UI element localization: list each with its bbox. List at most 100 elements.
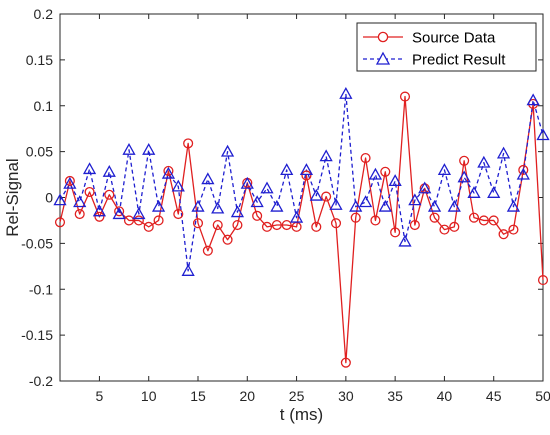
- source-data-data-point: [399, 91, 411, 102]
- predict-result-data-point: [280, 163, 294, 176]
- predict-result-data-point: [250, 195, 264, 208]
- source-data-data-point: [173, 208, 184, 220]
- x-tick-label: 10: [141, 388, 157, 404]
- predict-result-data-point: [63, 176, 77, 189]
- x-tick-label: 15: [190, 388, 206, 404]
- predict-result-data-point: [220, 144, 235, 157]
- x-tick-label: 25: [289, 388, 305, 404]
- source-data-data-point: [261, 221, 273, 232]
- legend-source-data-marker: [377, 31, 389, 43]
- source-data-data-point: [508, 224, 519, 235]
- predict-result-data-point: [536, 128, 550, 141]
- source-data-data-point: [409, 219, 420, 231]
- predict-result-data-point: [349, 199, 363, 212]
- predict-result-data-point: [398, 234, 412, 247]
- predict-result-data-point: [408, 193, 422, 206]
- predict-result-data-point: [309, 188, 323, 201]
- predict-result-data-point: [171, 179, 185, 192]
- x-tick-label: 50: [535, 388, 550, 404]
- predict-result-data-point: [477, 155, 491, 168]
- source-data-data-point: [350, 212, 361, 223]
- legend: Source Data Predict Result: [356, 22, 537, 72]
- predict-result-data-point: [102, 164, 116, 177]
- source-data-data-point: [449, 221, 460, 232]
- source-data-data-point: [537, 275, 549, 286]
- predict-result-data-point: [289, 210, 304, 223]
- predict-result-data-point: [151, 199, 166, 212]
- predict-result-data-point: [457, 170, 471, 183]
- predict-result-data-point: [260, 181, 274, 194]
- predict-result-data-point: [496, 146, 511, 159]
- source-data-data-point: [163, 165, 174, 176]
- y-tick-label: 0.2: [34, 6, 54, 22]
- y-tick-label: 0.05: [26, 144, 53, 160]
- predict-result-data-point: [181, 264, 195, 276]
- source-data-data-point: [94, 211, 105, 222]
- predict-result-data-point: [437, 163, 452, 176]
- predict-result-data-point: [418, 181, 432, 194]
- y-tick-label: 0.15: [26, 52, 53, 68]
- predict-result-data-point: [201, 172, 215, 185]
- source-data-data-point: [311, 221, 322, 232]
- predict-result-data-point: [82, 162, 97, 175]
- source-data-series-line: [59, 95, 544, 364]
- predict-result-data-point: [447, 199, 461, 212]
- plot-area: [59, 13, 544, 382]
- series-markers: [53, 86, 550, 368]
- predict-result-data-point: [270, 199, 284, 212]
- source-data-data-point: [123, 215, 135, 226]
- y-tick-label: -0.15: [21, 327, 53, 343]
- y-tick-label: 0: [45, 190, 53, 206]
- predict-result-data-point: [73, 195, 87, 208]
- predict-result-data-point: [378, 199, 392, 212]
- predict-result-data-point: [53, 193, 67, 206]
- source-data-data-point: [212, 219, 223, 231]
- predict-result-data-point: [112, 207, 126, 220]
- y-axis-label: Rel-Signal: [3, 158, 22, 236]
- source-data-data-point: [252, 210, 263, 221]
- source-data-data-point: [54, 217, 66, 228]
- source-data-data-point: [330, 218, 342, 229]
- source-data-data-point: [222, 234, 233, 245]
- source-data-data-point: [390, 227, 401, 238]
- y-tick-label: -0.05: [21, 235, 53, 251]
- source-data-data-point: [183, 138, 194, 149]
- source-data-data-point: [232, 219, 243, 231]
- predict-result-data-point: [299, 163, 314, 176]
- source-data-data-point: [478, 215, 489, 226]
- predict-result-data-point: [487, 186, 501, 198]
- source-data-data-point: [143, 221, 154, 232]
- source-data-data-point: [488, 215, 499, 226]
- x-axis: 5 10 15 20 25 30 35 40 45 50: [96, 14, 550, 404]
- source-data-data-point: [133, 215, 144, 226]
- legend-source-data-label: Source Data: [412, 30, 496, 47]
- x-tick-label: 35: [387, 388, 403, 404]
- predict-result-data-point: [122, 142, 136, 155]
- y-tick-label: -0.1: [29, 281, 53, 297]
- predict-result-data-point: [191, 199, 205, 212]
- predict-result-data-point: [516, 167, 530, 180]
- source-data-data-point: [104, 189, 115, 200]
- predict-result-data-point: [211, 201, 225, 214]
- predict-result-data-point: [358, 195, 373, 208]
- y-axis: -0.2 -0.15 -0.1 -0.05 0 0.05 0.1 0.15 0.2: [21, 6, 543, 389]
- legend-predict-result-marker: [375, 51, 391, 65]
- x-tick-label: 40: [437, 388, 453, 404]
- predict-result-data-point: [526, 93, 540, 106]
- predict-result-data-point: [427, 199, 442, 212]
- y-tick-label: -0.2: [29, 373, 53, 389]
- predict-result-data-point: [240, 176, 254, 189]
- x-tick-label: 20: [239, 388, 255, 404]
- source-data-data-point: [321, 191, 332, 202]
- source-data-data-point: [498, 229, 509, 240]
- source-data-data-point: [153, 215, 164, 226]
- x-tick-label: 45: [486, 388, 502, 404]
- predict-result-data-point: [329, 198, 343, 210]
- legend-predict-result-label: Predict Result: [412, 52, 506, 69]
- source-data-data-point: [271, 219, 282, 231]
- source-data-data-point: [192, 218, 204, 229]
- source-data-data-point: [74, 208, 85, 220]
- predict-result-data-point: [368, 167, 383, 180]
- x-axis-label: t (ms): [280, 405, 323, 424]
